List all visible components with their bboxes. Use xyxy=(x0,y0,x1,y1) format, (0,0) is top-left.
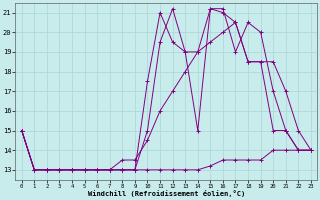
X-axis label: Windchill (Refroidissement éolien,°C): Windchill (Refroidissement éolien,°C) xyxy=(88,190,245,197)
